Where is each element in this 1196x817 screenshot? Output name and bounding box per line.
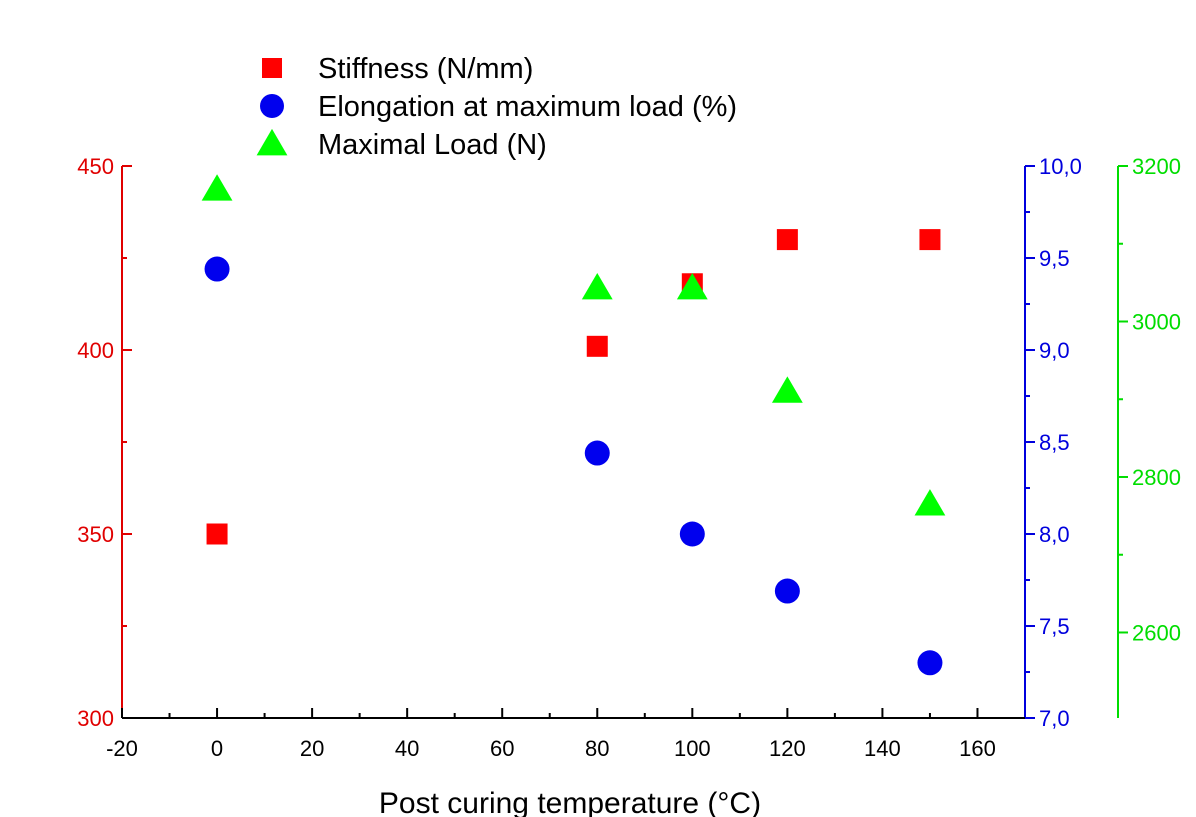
x-tick-label: 60: [490, 736, 514, 761]
series-triangle: [201, 174, 946, 516]
data-point-circle: [584, 440, 610, 466]
x-tick-label: 160: [959, 736, 996, 761]
data-point-circle: [917, 650, 943, 676]
legend-item: Stiffness (N/mm): [262, 53, 533, 85]
left-tick-label: 350: [77, 522, 114, 547]
x-axis-label: Post curing temperature (°C): [379, 787, 761, 817]
x-axis: -20 0 20 40 60 80 100 120 140 160: [106, 708, 1025, 761]
legend-label: Stiffness (N/mm): [318, 53, 533, 85]
right1-tick-label: 9,5: [1039, 246, 1070, 271]
legend-item: Elongation at maximum load (%): [260, 91, 737, 123]
legend-label: Maximal Load (N): [318, 129, 547, 161]
legend-label: Elongation at maximum load (%): [318, 91, 737, 123]
x-tick-label: -20: [106, 736, 138, 761]
right1-tick-label: 7,0: [1039, 706, 1070, 731]
left-y-axis: 300 350 400 450: [77, 154, 132, 731]
data-point-triangle: [914, 489, 946, 516]
right-y-axis-elongation: 7,0 7,5 8,0 8,5 9,0 9,5 10,0: [1024, 154, 1082, 731]
right-y-axis-load: 2600 2800 3000 3200: [1117, 154, 1181, 718]
left-tick-label: 400: [77, 338, 114, 363]
x-tick-label: 80: [585, 736, 609, 761]
data-point-square: [776, 229, 798, 251]
right2-tick-label: 3200: [1132, 154, 1181, 179]
x-tick-label: 20: [300, 736, 324, 761]
right2-tick-label: 2600: [1132, 620, 1181, 645]
left-tick-label: 300: [77, 706, 114, 731]
right1-tick-label: 10,0: [1039, 154, 1082, 179]
data-point-triangle: [201, 174, 233, 201]
right1-tick-label: 8,0: [1039, 522, 1070, 547]
data-point-triangle: [771, 376, 803, 403]
legend: Stiffness (N/mm) Elongation at maximum lo…: [256, 53, 737, 161]
x-tick-label: 100: [674, 736, 711, 761]
data-point-circle: [774, 578, 800, 604]
data-point-square: [206, 523, 228, 545]
data-point-circle: [204, 256, 230, 282]
right1-tick-label: 8,5: [1039, 430, 1070, 455]
data-points: [201, 174, 946, 676]
right2-tick-label: 2800: [1132, 465, 1181, 490]
data-point-triangle: [581, 272, 613, 300]
right2-tick-label: 3000: [1132, 309, 1181, 334]
x-tick-label: 40: [395, 736, 419, 761]
series-square: [206, 229, 941, 545]
right1-tick-label: 9,0: [1039, 338, 1070, 363]
x-tick-label: 0: [211, 736, 223, 761]
data-point-circle: [679, 521, 705, 547]
data-point-triangle: [676, 272, 708, 300]
legend-marker-circle: [260, 94, 284, 118]
left-tick-label: 450: [77, 154, 114, 179]
data-point-square: [919, 229, 941, 251]
right1-tick-label: 7,5: [1039, 614, 1070, 639]
data-point-square: [586, 335, 608, 357]
x-tick-label: 120: [769, 736, 806, 761]
legend-item: Maximal Load (N): [256, 128, 547, 161]
series-circle: [204, 256, 943, 676]
legend-marker-square: [262, 58, 282, 78]
legend-marker-triangle: [256, 128, 288, 156]
x-tick-label: 140: [864, 736, 901, 761]
